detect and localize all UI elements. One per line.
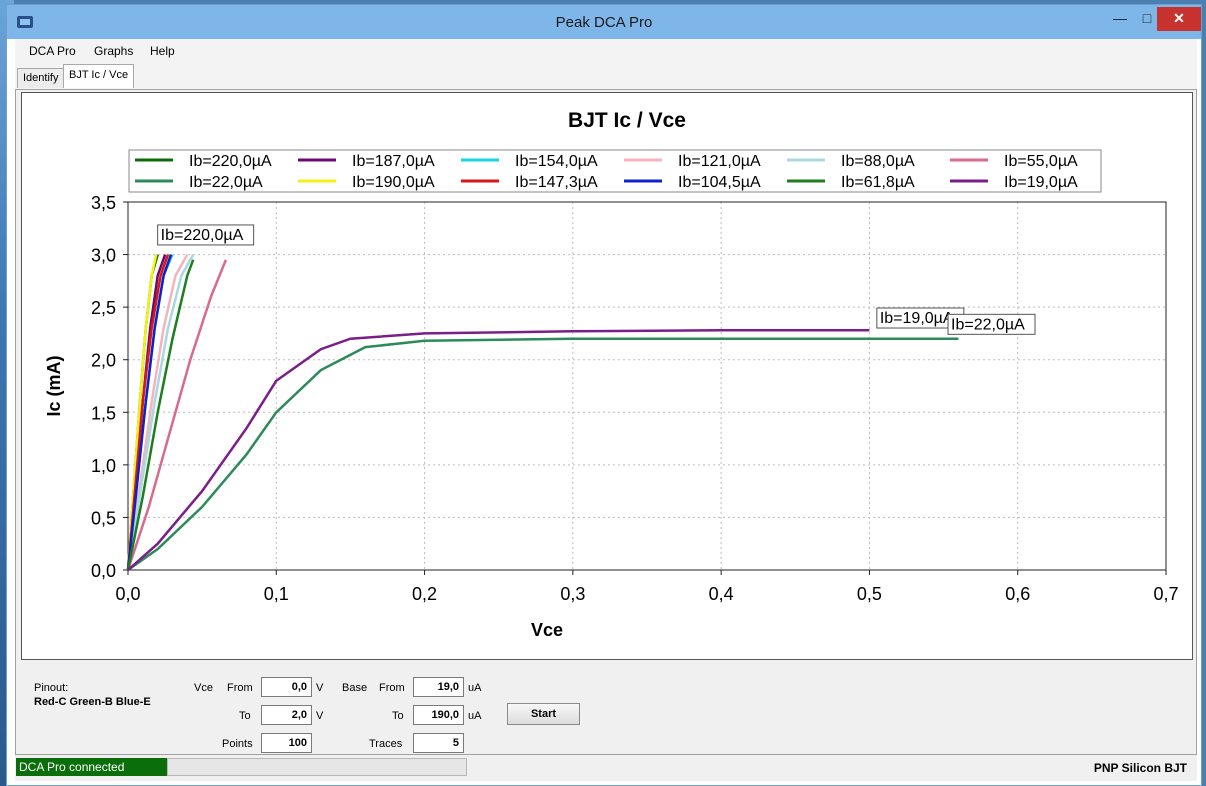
chart-title: BJT Ic / Vce bbox=[568, 109, 686, 132]
bjt-chart: BJT Ic / Vce Ib=220,0µA Ib=187,0µA Ib=154,0… bbox=[44, 109, 1179, 640]
x-tick-label: 0,5 bbox=[857, 584, 882, 604]
x-tick-label: 0,1 bbox=[264, 584, 289, 604]
legend-entry: Ib=220,0µA bbox=[189, 153, 272, 170]
y-tick-label: 2,0 bbox=[91, 351, 116, 371]
tab-bjt-ic-vce[interactable]: BJT Ic / Vce bbox=[63, 64, 135, 88]
legend-entry: Ib=121,0µA bbox=[678, 153, 761, 170]
series-line bbox=[126, 254, 173, 571]
y-tick-label: 1,5 bbox=[91, 403, 116, 423]
series-line bbox=[127, 337, 959, 572]
y-tick-label: 3,5 bbox=[91, 193, 116, 213]
points-field[interactable]: 100 bbox=[261, 733, 312, 753]
tab-panel: BJT Ic / Vce Ib=220,0µA Ib=187,0µA Ib=154,0… bbox=[15, 89, 1197, 755]
annotation-label: Ib=19,0µA bbox=[880, 310, 954, 327]
annotation-box bbox=[157, 224, 255, 246]
y-tick-label: 0,5 bbox=[91, 508, 116, 528]
base-to-unit: uA bbox=[468, 710, 482, 722]
y-tick-label: 3,0 bbox=[91, 246, 116, 266]
legend-box bbox=[128, 149, 1102, 193]
annotation-label: Ib=220,0µA bbox=[161, 227, 244, 244]
series-line bbox=[126, 253, 195, 571]
vce-to-label: To bbox=[239, 710, 251, 722]
series-line bbox=[127, 329, 870, 571]
x-tick-label: 0,3 bbox=[560, 584, 585, 604]
x-tick-label: 0,4 bbox=[709, 584, 734, 604]
points-label: Points bbox=[222, 738, 253, 750]
legend-entry: Ib=190,0µA bbox=[352, 174, 435, 191]
minimize-button[interactable]: — bbox=[1113, 10, 1127, 26]
legend-entry: Ib=55,0µA bbox=[1004, 153, 1078, 170]
menu-help[interactable]: Help bbox=[150, 44, 175, 58]
x-tick-label: 0,6 bbox=[1005, 584, 1030, 604]
y-tick-label: 2,5 bbox=[91, 298, 116, 318]
chart-container: BJT Ic / Vce Ib=220,0µA Ib=187,0µA Ib=154,0… bbox=[21, 92, 1193, 660]
vce-to-field[interactable]: 2,0 bbox=[261, 705, 312, 725]
x-axis-label: Vce bbox=[531, 620, 563, 640]
connection-status: DCA Pro connected bbox=[16, 758, 167, 776]
traces-label: Traces bbox=[369, 738, 403, 750]
base-to-label: To bbox=[392, 710, 404, 722]
app-window: Peak DCA Pro — □ ✕ DCA Pro Graphs Help I… bbox=[6, 4, 1202, 786]
pinout-value: Red-C Green-B Blue-E bbox=[34, 696, 151, 708]
series-line bbox=[126, 259, 195, 571]
maximize-button[interactable]: □ bbox=[1142, 10, 1152, 26]
vce-from-unit: V bbox=[316, 682, 324, 694]
x-tick-label: 0,0 bbox=[115, 584, 140, 604]
base-label: Base bbox=[342, 682, 368, 694]
app-icon bbox=[17, 16, 33, 28]
status-bar: DCA Pro connected PNP Silicon BJT bbox=[15, 755, 1197, 781]
legend-entry: Ib=88,0µA bbox=[841, 153, 915, 170]
vce-label: Vce bbox=[194, 682, 213, 694]
x-tick-label: 0,2 bbox=[412, 584, 437, 604]
title-bar[interactable]: Peak DCA Pro — □ ✕ bbox=[7, 5, 1201, 39]
start-button[interactable]: Start bbox=[507, 703, 580, 725]
annotation-label: Ib=22,0µA bbox=[951, 316, 1025, 333]
legend-entry: Ib=61,8µA bbox=[841, 174, 915, 191]
plot-frame bbox=[127, 201, 1167, 571]
close-button[interactable]: ✕ bbox=[1157, 7, 1201, 31]
x-tick-label: 0,7 bbox=[1153, 584, 1178, 604]
window-title: Peak DCA Pro bbox=[555, 14, 653, 31]
legend-entry: Ib=22,0µA bbox=[189, 174, 263, 191]
legend-entry: Ib=19,0µA bbox=[1004, 174, 1078, 191]
menu-bar: DCA Pro Graphs Help bbox=[15, 39, 1197, 63]
device-type: PNP Silicon BJT bbox=[1093, 761, 1187, 775]
vce-from-field[interactable]: 0,0 bbox=[261, 677, 312, 697]
base-from-field[interactable]: 19,0 bbox=[413, 677, 464, 697]
menu-graphs[interactable]: Graphs bbox=[94, 44, 134, 58]
traces-field[interactable]: 5 bbox=[413, 733, 464, 753]
base-to-field[interactable]: 190,0 bbox=[413, 705, 464, 725]
tab-identify[interactable]: Identify bbox=[17, 68, 65, 88]
y-tick-label: 0,0 bbox=[91, 561, 116, 581]
base-from-label: From bbox=[379, 682, 405, 694]
legend-entry: Ib=147,3µA bbox=[515, 174, 598, 191]
vce-to-unit: V bbox=[316, 710, 324, 722]
legend-entry: Ib=154,0µA bbox=[515, 153, 598, 170]
legend-entry: Ib=187,0µA bbox=[352, 153, 435, 170]
vce-from-label: From bbox=[227, 682, 253, 694]
pinout-label: Pinout: bbox=[34, 682, 69, 694]
legend-entry: Ib=104,5µA bbox=[678, 174, 761, 191]
base-from-unit: uA bbox=[468, 682, 482, 694]
series-line bbox=[126, 259, 228, 571]
annotation-box bbox=[947, 313, 1036, 335]
menu-dca-pro[interactable]: DCA Pro bbox=[29, 44, 76, 58]
y-axis-label: Ic (mA) bbox=[44, 355, 64, 416]
progress-bar bbox=[167, 758, 467, 776]
tab-strip: Identify BJT Ic / Vce bbox=[15, 63, 1197, 89]
y-tick-label: 1,0 bbox=[91, 456, 116, 476]
